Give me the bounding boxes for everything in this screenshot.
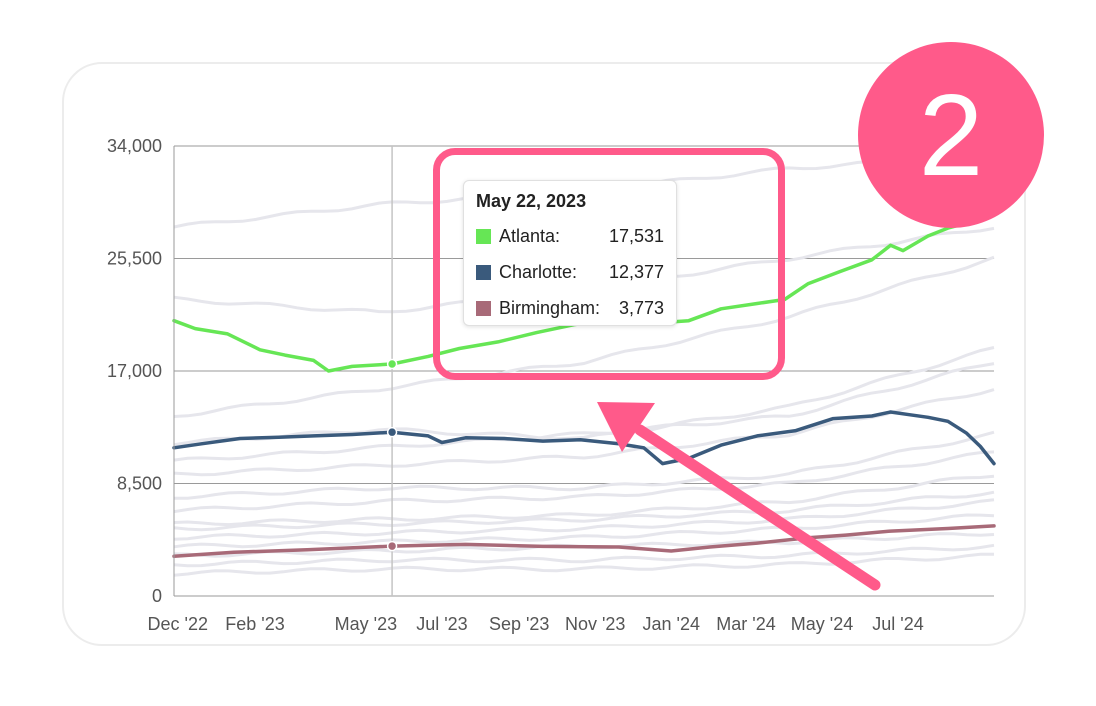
hover-point-birmingham[interactable] (386, 540, 398, 552)
background-series-line (173, 255, 995, 418)
background-series-line (173, 388, 995, 477)
x-tick-label: Jul '24 (872, 614, 923, 634)
x-tick-label: Sep '23 (489, 614, 550, 634)
y-tick-label: 8,500 (117, 474, 162, 494)
legend-swatch-birmingham (476, 301, 491, 316)
tooltip-series-value: 17,531 (608, 226, 664, 246)
tooltip-series-value: 3,773 (618, 298, 664, 318)
step-number-badge: 2 (858, 42, 1044, 228)
hover-point-atlanta[interactable] (386, 358, 398, 370)
background-series-line (173, 362, 995, 462)
x-tick-label: Dec '22 (148, 614, 208, 634)
y-axis: 0 8,500 17,000 25,500 34,000 (107, 136, 175, 606)
tooltip-date: May 22, 2023 (476, 191, 587, 211)
legend-swatch-atlanta (476, 229, 491, 244)
hover-points (386, 358, 398, 552)
x-tick-label: Mar '24 (716, 614, 775, 634)
tooltip-row-birmingham: Birmingham: 3,773 (476, 297, 664, 321)
tooltip-row-charlotte: Charlotte: 12,377 (476, 261, 664, 285)
background-series-line (173, 346, 995, 447)
tooltip-row-atlanta: Atlanta: 17,531 (476, 225, 664, 249)
y-tick-label: 0 (152, 586, 162, 606)
background-series-line (173, 430, 995, 500)
x-axis: Dec '22 Feb '23 May '23 Jul '23 Sep '23 Nov '… (148, 614, 924, 634)
x-tick-label: Jul '23 (416, 614, 467, 634)
tooltip-series-name: Birmingham: (499, 298, 601, 318)
chart-tooltip: May 22, 2023 Atlanta: 17,531 Charlotte: … (463, 180, 677, 326)
y-tick-label: 17,000 (107, 361, 162, 381)
background-series-line (173, 450, 995, 514)
y-tick-label: 34,000 (107, 136, 162, 156)
tooltip-series-name: Charlotte: (499, 262, 578, 282)
x-tick-label: May '23 (335, 614, 397, 634)
x-tick-label: May '24 (791, 614, 853, 634)
x-tick-label: Feb '23 (225, 614, 284, 634)
tooltip-series-name: Atlanta: (499, 226, 561, 246)
tooltip-highlight-box (433, 148, 785, 380)
legend-swatch-charlotte (476, 265, 491, 280)
y-tick-label: 25,500 (107, 249, 162, 269)
x-tick-label: Jan '24 (642, 614, 699, 634)
line-chart: 0 8,500 17,000 25,500 34,000 Dec '22 Feb '23 M… (107, 136, 996, 634)
tooltip-series-value: 12,377 (608, 262, 664, 282)
x-tick-label: Nov '23 (565, 614, 625, 634)
hover-point-charlotte[interactable] (386, 426, 398, 438)
